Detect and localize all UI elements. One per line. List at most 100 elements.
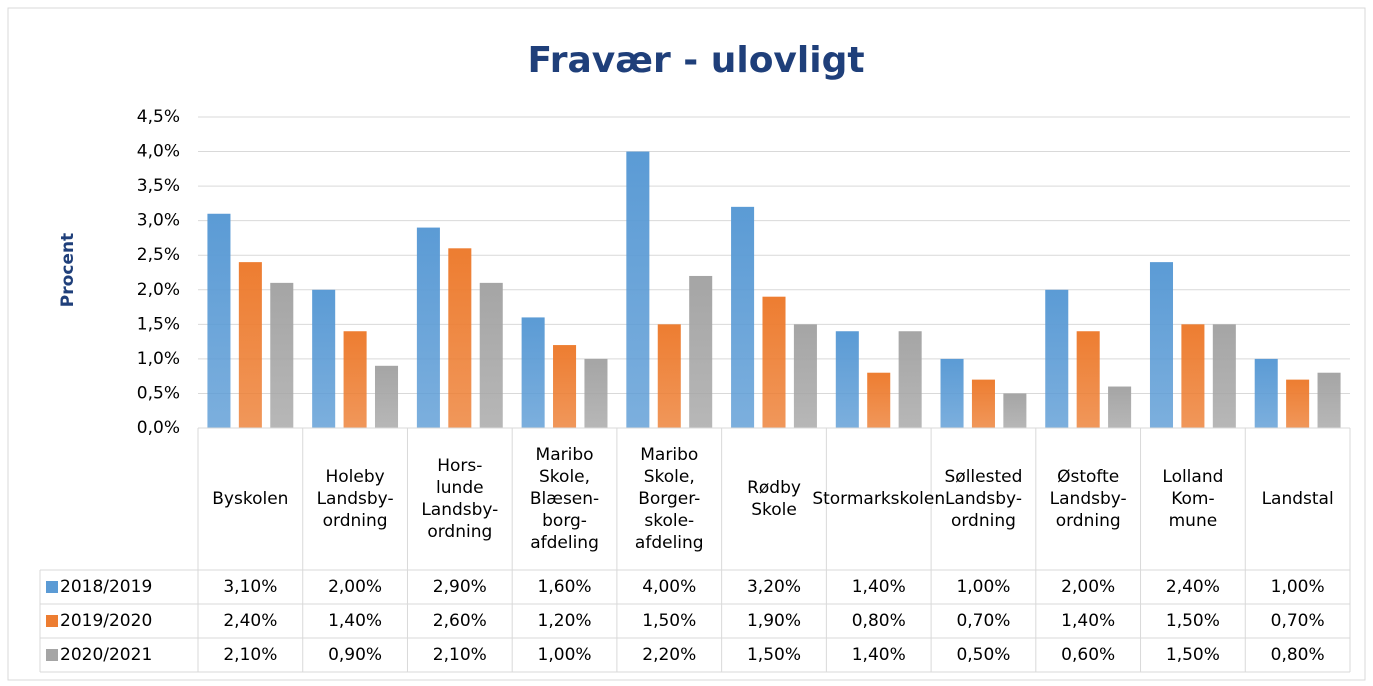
- y-tick-label: 0,5%: [137, 383, 180, 403]
- x-tick-label: Maribo: [536, 445, 594, 465]
- bar: [1212, 324, 1236, 428]
- y-tick-label: 3,0%: [137, 211, 180, 231]
- bar: [479, 282, 503, 428]
- bar: [867, 372, 891, 428]
- bar: [521, 317, 545, 428]
- bar: [416, 227, 440, 428]
- x-tick-label: Landsby-: [421, 500, 498, 520]
- x-tick-label: ordning: [951, 511, 1016, 531]
- bar: [835, 331, 859, 428]
- bar: [1254, 358, 1278, 428]
- x-tick-label: lunde: [436, 478, 484, 498]
- data-label: 0,90%: [328, 645, 382, 665]
- data-label: 2,60%: [433, 611, 487, 631]
- x-tick-label: Skole,: [539, 467, 590, 487]
- bar: [1076, 331, 1100, 428]
- bar: [207, 213, 231, 428]
- legend-swatch: [46, 615, 58, 627]
- data-label: 1,60%: [538, 577, 592, 597]
- data-label: 1,00%: [1271, 577, 1325, 597]
- data-label: 2,00%: [1061, 577, 1115, 597]
- bar: [1108, 386, 1132, 428]
- y-tick-label: 4,5%: [137, 107, 180, 127]
- y-tick-label: 1,0%: [137, 349, 180, 369]
- x-tick-label: Søllested: [945, 467, 1023, 487]
- bar: [1045, 289, 1069, 428]
- x-tick-label: ordning: [427, 522, 492, 542]
- bar: [312, 289, 336, 428]
- x-tick-label: Maribo: [640, 445, 698, 465]
- data-label: 2,40%: [1166, 577, 1220, 597]
- bar: [584, 358, 608, 428]
- data-label: 0,80%: [1271, 645, 1325, 665]
- x-tick-label: afdeling: [530, 533, 599, 553]
- data-label: 2,00%: [328, 577, 382, 597]
- data-label: 1,90%: [747, 611, 801, 631]
- x-tick-label: Lolland: [1162, 467, 1223, 487]
- x-tick-label: Landsby-: [317, 489, 394, 509]
- bar: [689, 275, 713, 428]
- bar: [238, 262, 262, 428]
- bar: [1003, 393, 1027, 428]
- data-label: 1,00%: [538, 645, 592, 665]
- y-tick-label: 2,0%: [137, 280, 180, 300]
- y-tick-label: 3,5%: [137, 176, 180, 196]
- bar: [971, 379, 995, 428]
- data-label: 1,40%: [852, 577, 906, 597]
- x-tick-label: Landsby-: [1050, 489, 1127, 509]
- y-tick-label: 1,5%: [137, 314, 180, 334]
- chart-title: Fravær - ulovligt: [527, 40, 864, 81]
- x-tick-label: Byskolen: [212, 489, 288, 509]
- bar: [1286, 379, 1310, 428]
- bar: [762, 296, 786, 428]
- data-label: 0,70%: [1271, 611, 1325, 631]
- data-label: 1,50%: [642, 611, 696, 631]
- chart-frame: [7, 7, 1366, 681]
- data-label: 1,20%: [538, 611, 592, 631]
- y-tick-label: 4,0%: [137, 142, 180, 162]
- data-label: 0,80%: [852, 611, 906, 631]
- bar: [343, 331, 367, 428]
- bar: [270, 282, 294, 428]
- legend-swatch: [46, 581, 58, 593]
- legend-label: 2020/2021: [60, 645, 152, 665]
- data-label: 0,70%: [956, 611, 1010, 631]
- bar: [1181, 324, 1205, 428]
- x-tick-label: Hors-: [437, 456, 482, 476]
- data-label: 1,40%: [852, 645, 906, 665]
- x-tick-label: Blæsen-: [530, 489, 599, 509]
- data-label: 1,50%: [1166, 611, 1220, 631]
- y-axis-label: Procent: [58, 233, 78, 307]
- x-tick-label: mune: [1169, 511, 1218, 531]
- bar: [898, 331, 922, 428]
- bar: [374, 365, 399, 428]
- x-tick-label: Kom-: [1171, 489, 1214, 509]
- x-tick-label: Skole: [751, 500, 797, 520]
- x-tick-label: Stormarkskolen: [812, 489, 945, 509]
- bar: [1149, 262, 1174, 428]
- bar: [793, 324, 817, 428]
- x-tick-label: Landstal: [1262, 489, 1334, 509]
- bar: [448, 248, 472, 428]
- x-tick-label: Rødby: [747, 478, 801, 498]
- legend-swatch: [46, 649, 58, 661]
- data-label: 4,00%: [642, 577, 696, 597]
- x-tick-label: skole-: [644, 511, 694, 531]
- x-tick-label: borg-: [542, 511, 587, 531]
- data-label: 0,60%: [1061, 645, 1115, 665]
- data-label: 2,20%: [642, 645, 696, 665]
- bar: [1317, 372, 1341, 428]
- x-tick-label: Landsby-: [945, 489, 1022, 509]
- y-tick-label: 2,5%: [137, 245, 180, 265]
- x-tick-label: Skole,: [644, 467, 695, 487]
- legend-label: 2018/2019: [60, 577, 152, 597]
- data-label: 2,10%: [433, 645, 487, 665]
- data-label: 1,40%: [1061, 611, 1115, 631]
- bar: [553, 345, 577, 428]
- data-label: 2,40%: [223, 611, 277, 631]
- data-label: 1,40%: [328, 611, 382, 631]
- x-tick-label: ordning: [1056, 511, 1121, 531]
- data-label: 0,50%: [956, 645, 1010, 665]
